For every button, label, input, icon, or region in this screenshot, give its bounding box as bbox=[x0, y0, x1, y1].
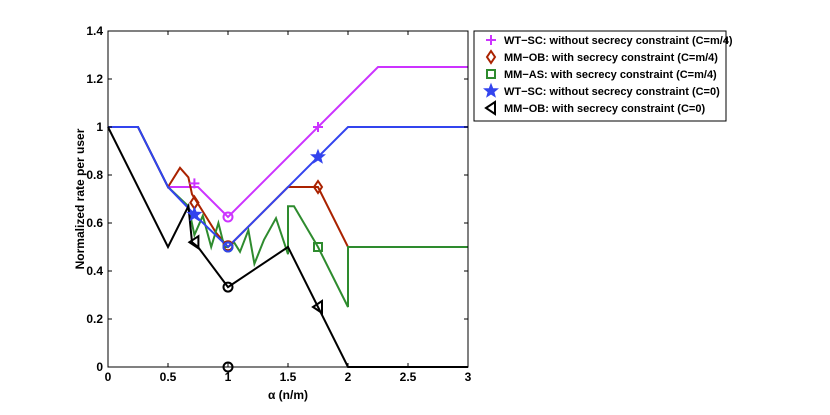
series-4-marker bbox=[187, 234, 200, 251]
x-tick-label: 1.5 bbox=[280, 370, 297, 384]
series-0-marker bbox=[189, 178, 200, 189]
legend-entry-4: MM−OB: with secrecy constraint (C=0) bbox=[504, 103, 705, 115]
x-tick-label: 1 bbox=[225, 370, 232, 384]
legend: WT−SC: without secrecy constraint (C=m/4… bbox=[473, 30, 733, 122]
legend-marker-1 bbox=[485, 49, 497, 65]
tick-layer: 0 0.5 1 1.5 2 2.5 3 0 0.2 0.4 0.6 0.8 1 1.2 1.4 bbox=[86, 24, 471, 384]
y-tick-label: 0.6 bbox=[86, 216, 103, 230]
series-1-marker bbox=[312, 179, 324, 195]
series-4-marker bbox=[222, 281, 234, 293]
x-tick-label: 0.5 bbox=[160, 370, 177, 384]
series-3-marker bbox=[222, 241, 234, 253]
y-tick-label: 0.8 bbox=[86, 168, 103, 182]
x-tick-label: 0 bbox=[105, 370, 112, 384]
plot-area bbox=[108, 31, 468, 367]
legend-marker-2 bbox=[486, 69, 496, 79]
legend-marker-0 bbox=[486, 35, 496, 45]
series-3-marker bbox=[310, 148, 326, 164]
y-tick-label: 0.4 bbox=[86, 264, 103, 278]
y-tick-label: 0.2 bbox=[86, 312, 103, 326]
legend-marker-3 bbox=[483, 82, 499, 98]
x-tick-label: 2.5 bbox=[400, 370, 417, 384]
y-tick-label: 0 bbox=[96, 360, 103, 374]
legend-entry-2: MM−AS: with secrecy constraint (C=m/4) bbox=[504, 69, 717, 81]
legend-box bbox=[473, 30, 727, 122]
legend-entry-0: WT−SC: without secrecy constraint (C=m/4… bbox=[504, 35, 733, 47]
series-0-marker bbox=[313, 122, 323, 132]
x-tick-label: 2 bbox=[345, 370, 352, 384]
y-tick-label: 1.2 bbox=[86, 72, 103, 86]
series-2-marker bbox=[313, 242, 323, 252]
series-4-marker bbox=[311, 299, 323, 315]
x-axis-label: α (n/m) bbox=[268, 388, 308, 402]
legend-entry-1: MM−OB: with secrecy constraint (C=m/4) bbox=[504, 52, 718, 64]
series-line-2 bbox=[108, 126, 468, 308]
series-3-marker bbox=[186, 206, 203, 222]
legend-marker-4 bbox=[484, 100, 496, 116]
y-tick-label: 1 bbox=[96, 120, 103, 134]
series-0-marker bbox=[222, 211, 234, 223]
y-axis-label: Normalized rate per user bbox=[73, 128, 87, 269]
x-tick-label: 3 bbox=[465, 370, 472, 384]
legend-entry-3: WT−SC: without secrecy constraint (C=0) bbox=[504, 86, 720, 98]
y-tick-label: 1.4 bbox=[86, 24, 103, 38]
